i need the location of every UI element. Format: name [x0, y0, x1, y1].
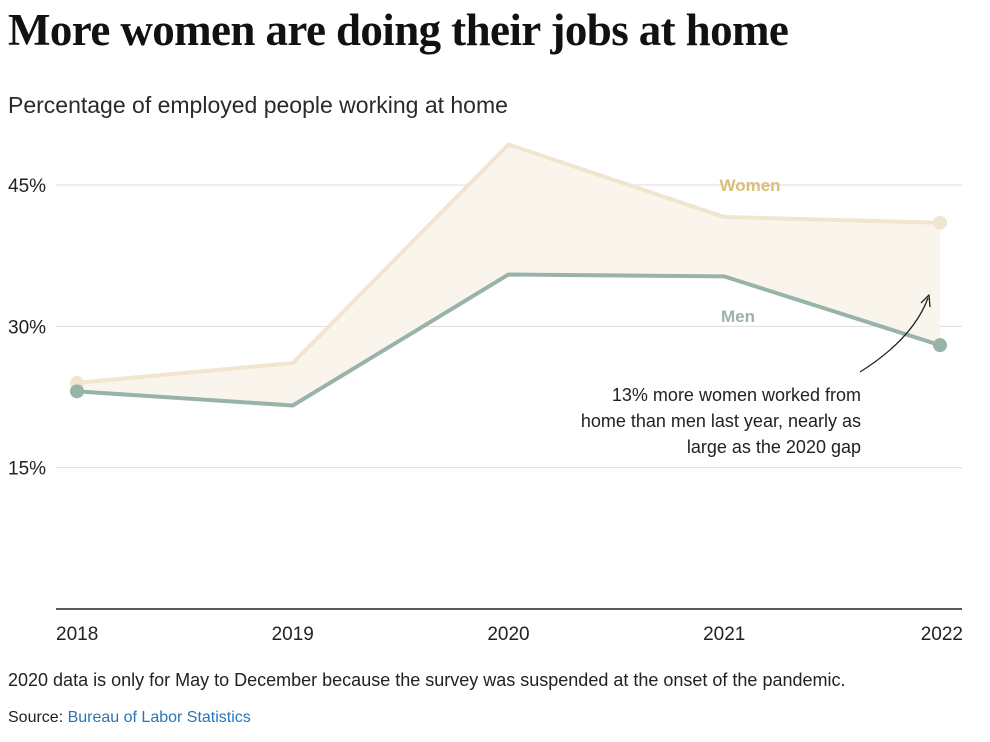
annotation: 13% more women worked from home than men … — [581, 294, 931, 457]
x-tick-label-2022: 2022 — [921, 624, 963, 645]
x-tick-label-2020: 2020 — [487, 624, 529, 645]
series-line-men — [75, 272, 942, 408]
series-line-women — [75, 142, 942, 385]
annotation-arrow-line — [859, 297, 929, 373]
y-tick-label-15: 15% — [8, 459, 46, 480]
line-chart: 2018 2019 2020 2021 2022 15% 30% 45% Women Men 1… — [8, 142, 963, 645]
x-tick-label-2018: 2018 — [56, 624, 98, 645]
x-axis: 2018 2019 2020 2021 2022 — [56, 608, 963, 645]
chart-title: More women are doing their jobs at home — [8, 5, 789, 55]
gap-fill-area — [77, 144, 940, 406]
source-prefix: Source: — [8, 709, 68, 726]
x-tick-label-2019: 2019 — [272, 624, 314, 645]
source-line: Source: Bureau of Labor Statistics — [8, 709, 251, 727]
point-men-2018 — [70, 384, 84, 399]
annotation-text-line: large as the 2020 gap — [687, 437, 861, 457]
x-tick-label-2021: 2021 — [703, 624, 745, 645]
point-men-2022 — [933, 338, 947, 353]
series-lines — [70, 142, 947, 408]
labels: 15% 30% 45% Women Men — [8, 176, 781, 480]
point-women-2022 — [933, 215, 947, 230]
source-link[interactable]: Bureau of Labor Statistics — [67, 709, 251, 726]
y-tick-label-30: 30% — [8, 317, 46, 338]
footnote: 2020 data is only for May to December be… — [8, 670, 846, 690]
chart-subtitle: Percentage of employed people working at… — [8, 92, 508, 118]
annotation-text-line: 13% more women worked from — [612, 385, 861, 405]
y-tick-label-45: 45% — [8, 176, 46, 197]
series-label-women: Women — [719, 176, 780, 195]
series-label-men: Men — [721, 307, 755, 326]
annotation-text-line: home than men last year, nearly as — [581, 411, 861, 431]
gap-area — [77, 144, 940, 406]
annotation-arrow-head — [920, 294, 931, 308]
